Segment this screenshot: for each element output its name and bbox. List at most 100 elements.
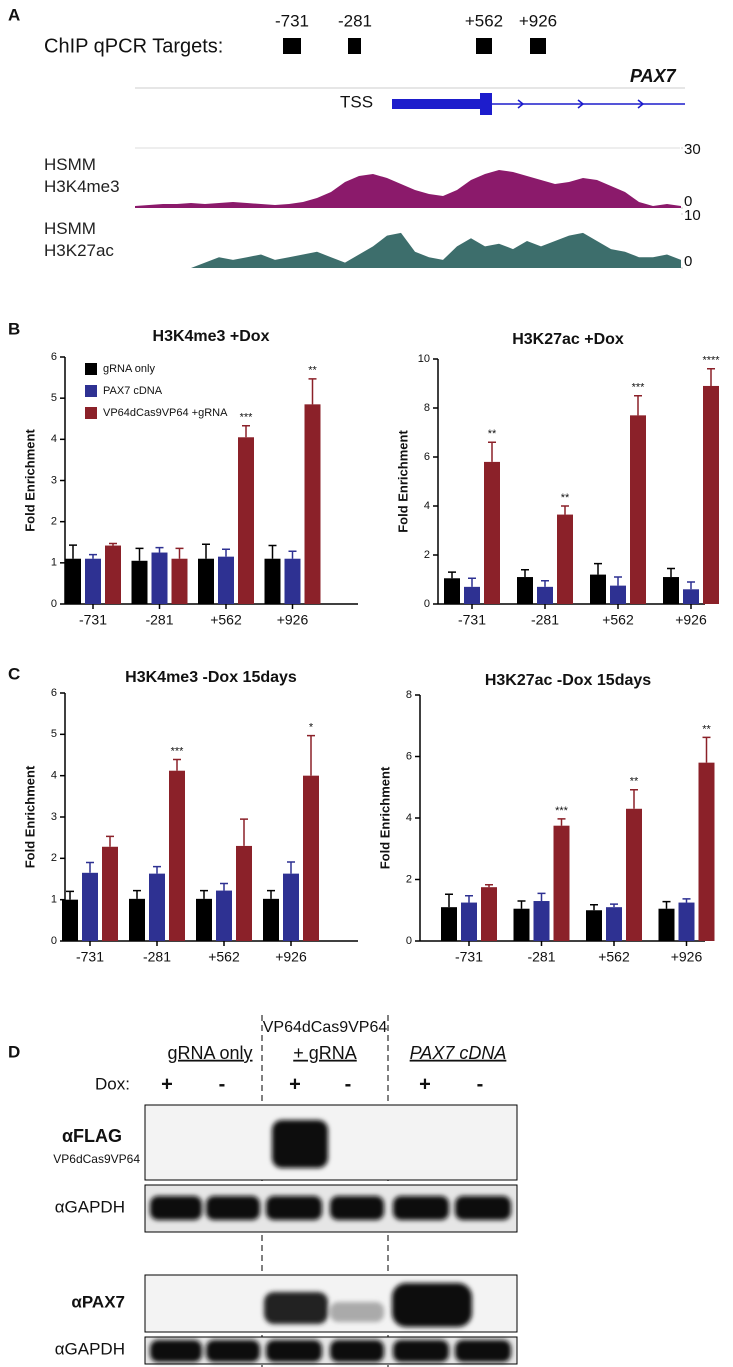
error-bar: [590, 903, 598, 911]
error-bar: [89, 553, 97, 559]
error-bar: [240, 818, 248, 846]
bar: [65, 558, 81, 604]
y-axis-label: Fold Enrichment: [395, 430, 410, 533]
error-bar: [175, 547, 184, 559]
y-tick-label: 1: [51, 557, 57, 569]
error-bar: [69, 544, 77, 559]
track-label: HSMM H3K27ac: [44, 219, 114, 260]
chart-title: H3K27ac +Dox: [512, 331, 624, 348]
band: [266, 1340, 322, 1362]
chart-title: H3K4me3 -Dox 15days: [125, 669, 297, 686]
chart-title: H3K27ac -Dox 15days: [485, 672, 651, 689]
error-bar: [109, 542, 117, 546]
error-bar: [468, 577, 476, 587]
significance: ***: [555, 805, 569, 817]
error-bar: [610, 903, 618, 908]
error-bar: [517, 900, 526, 909]
bar: [533, 901, 550, 941]
error-bar: [448, 571, 456, 579]
x-tick-label: -731: [76, 949, 104, 965]
y-tick-label: 6: [406, 750, 412, 762]
bar: [606, 907, 622, 941]
dox-sign: -: [477, 1073, 484, 1095]
error-bar: [307, 734, 315, 776]
y-tick-label: 2: [51, 516, 57, 528]
significance: **: [702, 723, 711, 735]
gene-direction: [517, 99, 645, 109]
band: [266, 1196, 322, 1220]
bar: [444, 578, 460, 604]
significance: ***: [632, 382, 646, 394]
error-bar: [465, 895, 473, 903]
error-bar: [308, 378, 317, 405]
significance: **: [308, 365, 317, 377]
bar: [196, 898, 212, 941]
y-tick-label: 6: [51, 351, 57, 363]
band: [455, 1340, 511, 1362]
y-tick-label: 0: [51, 598, 57, 610]
y-tick-label: 2: [51, 852, 57, 864]
group-label: gRNA only: [167, 1043, 252, 1063]
legend-swatch: [85, 363, 97, 375]
x-tick-label: -731: [79, 612, 107, 628]
target-label: +562: [465, 11, 503, 30]
error-bar: [200, 889, 208, 899]
y-tick-label: 10: [418, 353, 430, 365]
row-label: αFLAG: [62, 1126, 122, 1146]
target-box: [348, 38, 361, 54]
bar: [626, 808, 642, 941]
panel-label: A: [8, 5, 20, 24]
y-axis-label: Fold Enrichment: [22, 765, 37, 868]
error-bar: [488, 441, 496, 462]
y-tick-label: 4: [51, 433, 57, 445]
error-bar: [220, 882, 228, 891]
bar: [303, 775, 319, 941]
gene-exon: [480, 93, 492, 115]
bar: [586, 910, 602, 941]
y-tick-label: 5: [51, 728, 57, 740]
bar: [557, 514, 573, 604]
y-tick-label: 0: [51, 935, 57, 947]
y-axis-label: Fold Enrichment: [22, 429, 37, 532]
bar: [129, 898, 145, 941]
x-tick-label: +926: [275, 949, 307, 965]
y-tick-label: 4: [51, 770, 57, 782]
bar: [663, 577, 679, 604]
dox-sign: -: [345, 1073, 352, 1095]
band: [150, 1340, 202, 1362]
target-label: +926: [519, 11, 557, 30]
bar: [218, 556, 234, 604]
tss-label: TSS: [340, 92, 373, 111]
y-tick-label: 4: [406, 812, 412, 824]
y-tick-label: 6: [51, 687, 57, 699]
bar: [441, 907, 457, 941]
bar: [171, 558, 188, 604]
error-bar: [173, 758, 181, 771]
y-tick-label: 0: [684, 253, 692, 270]
dox-sign: +: [419, 1073, 431, 1095]
dox-sign: +: [161, 1073, 173, 1095]
target-box: [476, 38, 492, 54]
bar: [513, 908, 530, 941]
bar: [151, 552, 168, 604]
error-bar: [662, 900, 671, 909]
band: [393, 1340, 449, 1362]
y-tick-label: 3: [51, 474, 57, 486]
target-box: [283, 38, 301, 54]
y-tick-label: 8: [424, 402, 430, 414]
signal-area: [135, 232, 681, 268]
band: [264, 1292, 328, 1324]
bar: [264, 558, 281, 604]
panel-label: B: [8, 319, 20, 338]
error-bar: [153, 865, 161, 874]
bar: [131, 560, 148, 604]
band: [272, 1120, 328, 1168]
error-bar: [667, 567, 675, 578]
bar: [105, 545, 121, 604]
x-tick-label: -731: [455, 949, 483, 965]
error-bar: [687, 581, 695, 590]
bar: [169, 770, 185, 941]
y-tick-label: 5: [51, 392, 57, 404]
chart-title: H3K4me3 +Dox: [153, 328, 270, 345]
